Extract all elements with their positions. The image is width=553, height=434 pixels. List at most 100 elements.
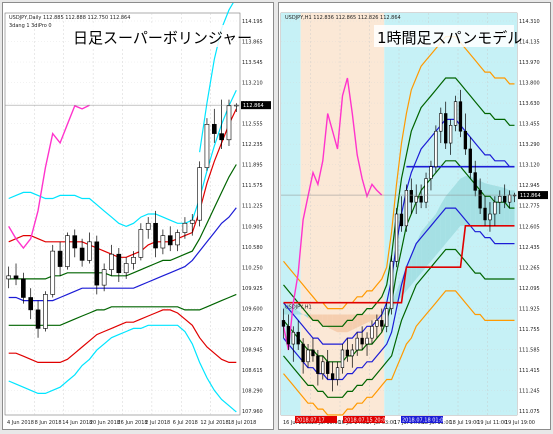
- span-cloud-segment: [460, 176, 466, 226]
- y-tick-label: 109.270: [242, 327, 263, 333]
- y-tick-label: 108.615: [242, 368, 263, 374]
- series-line-bb_minus2: [283, 248, 515, 398]
- candle-body: [316, 355, 320, 374]
- span-cloud-segment: [435, 204, 441, 256]
- y-tick-label: 113.120: [519, 163, 540, 169]
- y-tick-label: 114.195: [242, 19, 263, 25]
- candle-body: [414, 195, 418, 203]
- y-tick-label: 112.945: [519, 183, 540, 189]
- y-tick-label: 113.290: [519, 142, 540, 148]
- candle-body: [507, 194, 512, 203]
- candle-body: [204, 124, 210, 168]
- x-tick-label: 14 Jun 2018: [62, 420, 92, 426]
- y-tick-label: 111.585: [519, 347, 540, 353]
- candle-body: [434, 130, 438, 168]
- indicator-label: 3dang 1 3diPro 0: [9, 23, 52, 29]
- candle-body: [365, 337, 369, 345]
- price-tag-box: [518, 191, 548, 200]
- y-tick-label: 110.580: [242, 245, 263, 251]
- span-cloud-segment: [332, 314, 338, 333]
- candle-body: [458, 101, 463, 132]
- span-cloud-segment: [283, 302, 289, 315]
- date-tag-label: 2018.07.15 20:00: [344, 418, 389, 424]
- candle-body: [35, 309, 41, 329]
- candle-body: [182, 222, 188, 233]
- y-tick-label: 111.895: [242, 163, 263, 169]
- candle-body: [311, 349, 315, 357]
- series-line-lower_4sigma: [8, 324, 237, 413]
- span-cloud-segment: [396, 279, 402, 303]
- span-cloud-segment: [357, 314, 363, 328]
- y-tick-label: 113.865: [242, 40, 263, 46]
- span-cloud-segment: [445, 190, 451, 244]
- chart-symbol-label: USDJPY,H1 112.836 112.865 112.826 112.86…: [285, 15, 401, 21]
- series-line-lower_3sigma: [8, 309, 237, 363]
- y-tick-label: 111.575: [242, 183, 263, 189]
- sub-window-label: USDJPY,H1: [285, 305, 312, 311]
- series-line-bb_plus1: [283, 118, 515, 345]
- candle-body: [211, 124, 217, 134]
- price-tag-label: 112.864: [243, 103, 264, 109]
- span-cloud-segment: [421, 225, 427, 274]
- price-tag-box: [241, 101, 271, 110]
- candle-body: [389, 260, 394, 309]
- series-line-red_step: [283, 225, 515, 304]
- candle-body: [50, 250, 56, 295]
- series-line-chikou: [282, 77, 383, 351]
- date-tag-box: [295, 416, 337, 423]
- y-tick-label: 113.210: [242, 81, 263, 87]
- x-tick-label: 8 Jun 2018: [35, 420, 62, 426]
- date-tag-label: 2018.07.17: [296, 418, 325, 424]
- y-tick-label: 111.075: [519, 409, 540, 415]
- x-tick-label: 4 Jun 2018: [7, 420, 34, 426]
- candle-body: [350, 349, 354, 357]
- candle-body: [330, 373, 335, 380]
- span-cloud-segment: [367, 314, 372, 323]
- candle-body: [291, 331, 295, 345]
- x-tick-label: 6 Jul 2018: [173, 420, 198, 426]
- y-tick-label: 112.555: [242, 122, 263, 128]
- hourly-chart-svg: 114.310 114.135 113.970 113.800 113.630 113.4…: [280, 12, 548, 426]
- span-cloud-segment: [337, 314, 343, 333]
- candle-body: [355, 337, 359, 351]
- candle-body: [306, 349, 310, 363]
- overlay-title: 1時間足スパンモデル: [377, 29, 522, 47]
- candle-body: [419, 195, 423, 203]
- y-tick-label: 108.290: [242, 388, 263, 394]
- overlay-title-bg: [374, 25, 514, 47]
- price-tag-label: 112.864: [520, 193, 541, 199]
- daily-chart-svg: 114.195113.865113.545113.210112.890112.5…: [4, 3, 271, 426]
- span-cloud-segment: [426, 219, 431, 268]
- candle-body: [404, 190, 409, 227]
- daily-chart-panel[interactable]: 114.195113.865113.545113.210112.890112.5…: [2, 2, 274, 430]
- y-tick-label: 109.925: [242, 286, 263, 292]
- span-cloud-segment: [376, 314, 382, 319]
- hourly-chart-panel[interactable]: 114.310 114.135 113.970 113.800 113.630 113.4…: [278, 2, 551, 430]
- y-tick-label: 113.455: [519, 122, 540, 128]
- date-tag-label: 2018.07.18 01:00: [402, 418, 447, 424]
- x-tick-label: 18 Jul 19:00: [450, 420, 480, 426]
- candle-body: [43, 294, 48, 329]
- candle-body: [87, 241, 92, 261]
- candle-body: [409, 190, 413, 203]
- x-tick-label: 18 Jul 2018: [228, 420, 256, 426]
- candle-body: [6, 275, 11, 280]
- candle-body: [493, 201, 497, 215]
- y-tick-label: 112.235: [242, 142, 263, 148]
- span-cloud-segment: [293, 308, 299, 315]
- candle-body: [301, 343, 305, 363]
- candle-body: [28, 297, 34, 311]
- candle-body: [109, 253, 114, 270]
- span-cloud-segment: [347, 314, 353, 333]
- span-cloud-segment: [322, 314, 328, 328]
- candle-body: [424, 178, 428, 203]
- span-cloud-segment: [494, 185, 500, 226]
- candle-body: [375, 320, 379, 327]
- candle-body: [483, 207, 487, 221]
- candle-body: [385, 308, 389, 327]
- y-tick-label: 112.775: [519, 204, 540, 210]
- y-tick-label: 110.905: [242, 224, 263, 230]
- date-tag-box: [401, 416, 443, 423]
- series-line-middle: [8, 164, 237, 280]
- y-tick-label: 111.245: [519, 388, 540, 394]
